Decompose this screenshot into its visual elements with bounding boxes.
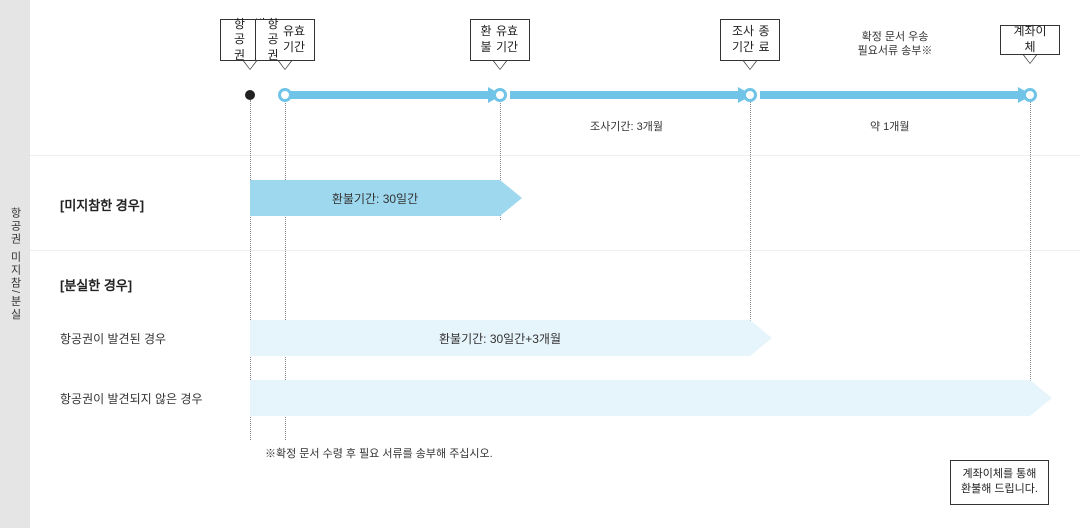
node-ring-transfer	[1023, 88, 1037, 102]
row-divider-1	[30, 250, 1080, 251]
section2-row-label-1: 항공권이 발견되지 않은 경우	[60, 390, 202, 407]
section2-bar-arrow-1	[1030, 380, 1052, 416]
section2-row-label-0: 항공권이 발견된 경우	[60, 330, 166, 347]
section1-title: [미지참한 경우]	[60, 195, 144, 214]
top-annot: 확정 문서 우송필요서류 송부※	[845, 30, 945, 59]
seg-label-1: 약 1개월	[870, 118, 910, 134]
timeline-seg-1	[510, 91, 740, 99]
node-label-survey: 조사기간종료	[720, 19, 780, 61]
node-ptr-transfer	[1024, 55, 1036, 63]
node-ring-refund	[493, 88, 507, 102]
section2-title: [분실한 경우]	[60, 275, 132, 294]
row-divider-0	[30, 155, 1080, 156]
section1-bar: 환불기간: 30일간	[250, 180, 500, 216]
diagram-content: 항공권발행일항공권유효기간환불유효기간조사기간종료계좌이체조사기간: 3개월약 …	[30, 0, 1080, 528]
section2-bar-arrow-0	[750, 320, 772, 356]
node-ring-survey	[743, 88, 757, 102]
vline-3	[750, 100, 751, 345]
section1-bar-arrow	[500, 180, 522, 216]
callout: 계좌이체를 통해환불해 드립니다.	[950, 460, 1049, 505]
node-ptr-issue	[244, 61, 256, 69]
timeline-seg-2	[760, 91, 1020, 99]
timeline-seg-0	[285, 91, 490, 99]
node-dot-issue	[245, 90, 255, 100]
section2-bar-0: 환불기간: 30일간+3개월	[250, 320, 750, 356]
node-label-transfer: 계좌이체	[1000, 25, 1060, 55]
sidebar: 항공권 미지참/분실	[0, 0, 30, 528]
sidebar-title: 항공권 미지참/분실	[7, 207, 23, 321]
node-ptr-survey	[744, 61, 756, 69]
node-ptr-refund	[494, 61, 506, 69]
node-label-validity: 항공권유효기간	[255, 19, 315, 61]
node-label-refund: 환불유효기간	[470, 19, 530, 61]
footnote: ※확정 문서 수령 후 필요 서류를 송부해 주십시오.	[265, 445, 493, 461]
section2-bar-1	[250, 380, 1030, 416]
node-ptr-validity	[279, 61, 291, 69]
seg-label-0: 조사기간: 3개월	[590, 118, 663, 134]
node-ring-validity	[278, 88, 292, 102]
vline-4	[1030, 100, 1031, 405]
